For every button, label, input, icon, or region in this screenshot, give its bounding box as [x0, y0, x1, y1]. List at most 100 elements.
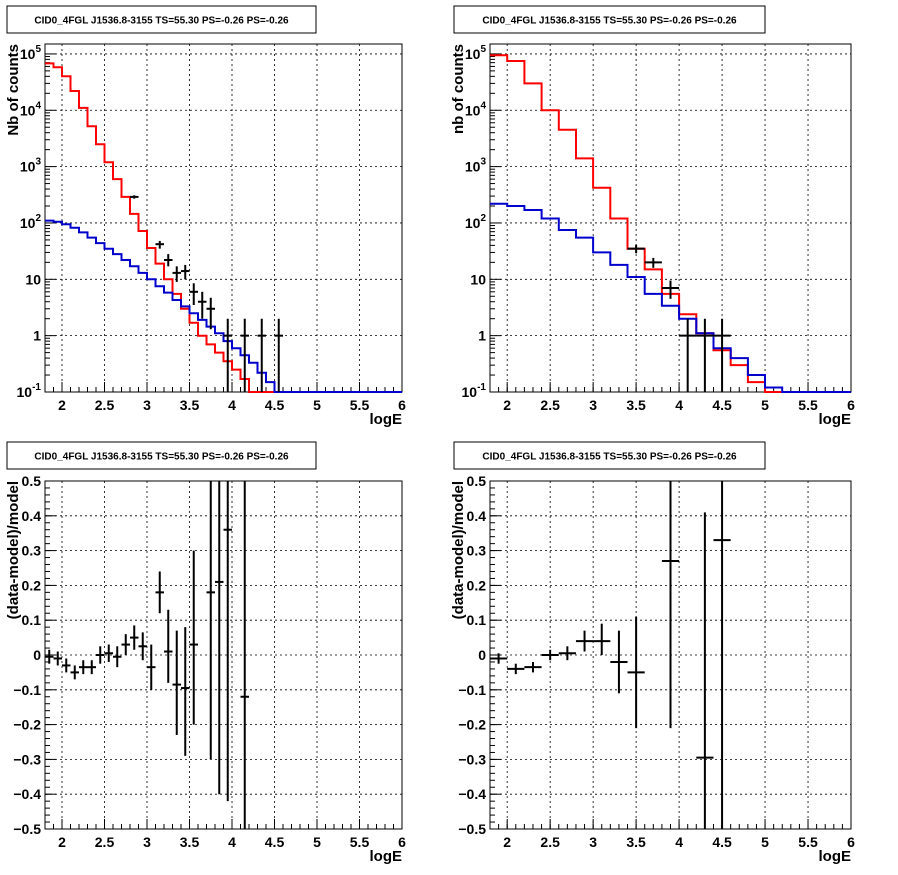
data-point [138, 632, 147, 661]
y-tick-label: 10 [470, 271, 486, 287]
data-point [713, 318, 731, 392]
y-tick-label: 10-1 [17, 382, 42, 400]
data-point [147, 644, 156, 690]
panel-top-left: CID0_4FGL J1536.8-3155 TS=55.30 PS=-0.26… [5, 5, 406, 428]
y-tick-label: 104 [465, 100, 487, 118]
y-tick-label: −0.5 [458, 821, 486, 837]
x-tick-label: 5 [313, 834, 321, 850]
title-box [6, 5, 317, 34]
x-tick-label: 4 [228, 397, 236, 413]
data-point [206, 481, 215, 760]
y-tick-label: 104 [20, 100, 42, 118]
y-tick-label: −0.3 [13, 751, 41, 767]
y-tick-label: −0.3 [458, 751, 486, 767]
data-point [155, 571, 164, 614]
data-point [104, 644, 113, 662]
y-axis-label: (data-model)/model [5, 481, 22, 619]
x-tick-label: 5 [313, 397, 321, 413]
data-point [507, 663, 525, 675]
x-tick-label: 4 [675, 397, 683, 413]
data-point [45, 649, 54, 664]
data-point [206, 297, 215, 330]
data-point [113, 646, 122, 668]
data-point [610, 630, 628, 694]
y-tick-label: 102 [465, 213, 487, 231]
x-tick-label: 2.5 [540, 834, 560, 850]
y-tick-label: −0.2 [13, 717, 41, 733]
data-point [189, 550, 198, 725]
panel-top-right: CID0_4FGL J1536.8-3155 TS=55.30 PS=-0.26… [450, 5, 855, 428]
x-tick-label: 4.5 [265, 397, 285, 413]
data-point [627, 244, 645, 254]
x-tick-label: 4 [228, 834, 236, 850]
x-tick-label: 2.5 [540, 397, 560, 413]
data-point [87, 660, 96, 675]
x-tick-label: 5.5 [350, 834, 370, 850]
x-tick-label: 4.5 [712, 834, 732, 850]
x-tick-label: 5.5 [798, 397, 818, 413]
x-tick-label: 2.5 [95, 397, 115, 413]
x-axis-label: logE [819, 411, 852, 428]
data-point [172, 630, 181, 736]
y-tick-label: 0.3 [467, 543, 487, 559]
y-tick-label: 0.2 [22, 577, 42, 593]
y-tick-label: 0.4 [22, 508, 42, 524]
title-box [453, 441, 766, 470]
data-point [541, 649, 559, 661]
data-point [240, 481, 249, 829]
data-point [181, 627, 190, 756]
x-tick-label: 2 [58, 834, 66, 850]
data-point [524, 661, 542, 673]
y-axis-label: nb of counts [450, 44, 467, 134]
data-point [155, 240, 164, 249]
panel-bottom-right: CID0_4FGL J1536.8-3155 TS=55.30 PS=-0.26… [450, 441, 855, 865]
title-box [6, 441, 317, 470]
data-point [490, 653, 508, 664]
y-tick-label: −0.1 [458, 682, 486, 698]
x-tick-label: 4.5 [712, 397, 732, 413]
data-point [223, 481, 232, 802]
x-tick-label: 6 [847, 834, 855, 850]
x-tick-label: 3.5 [180, 834, 200, 850]
data-point [627, 616, 645, 729]
x-axis-label: logE [370, 848, 403, 865]
x-axis-label: logE [370, 411, 403, 428]
x-tick-label: 5.5 [798, 834, 818, 850]
title-box [453, 5, 766, 34]
y-tick-label: 103 [20, 157, 42, 175]
y-tick-label: 103 [465, 157, 487, 175]
y-axis-label: (data-model)/model [450, 481, 467, 619]
y-tick-label: 102 [20, 213, 42, 231]
y-tick-label: 1 [33, 328, 41, 344]
chart-title: CID0_4FGL J1536.8-3155 TS=55.30 PS=-0.26… [482, 452, 737, 463]
data-point [240, 318, 249, 392]
x-tick-label: 3 [589, 397, 597, 413]
data-point [96, 646, 105, 664]
y-tick-label: −0.1 [13, 682, 41, 698]
x-tick-label: 6 [398, 397, 406, 413]
data-point [713, 481, 731, 829]
y-tick-label: −0.2 [458, 717, 486, 733]
data-point [223, 318, 232, 392]
x-axis-label: logE [819, 848, 852, 865]
data-point [661, 280, 680, 299]
data-point [215, 481, 224, 795]
x-tick-label: 3.5 [180, 397, 200, 413]
data-point [130, 625, 139, 650]
y-tick-label: 0.4 [467, 508, 487, 524]
data-point [79, 660, 88, 675]
x-tick-label: 3 [143, 397, 151, 413]
data-point [198, 291, 207, 319]
histogram-series-blue [490, 202, 851, 393]
data-point [558, 646, 576, 661]
x-tick-label: 3 [143, 834, 151, 850]
x-tick-label: 2.5 [95, 834, 115, 850]
y-tick-label: 1 [478, 328, 486, 344]
data-point [696, 512, 714, 829]
x-tick-label: 3.5 [626, 834, 646, 850]
x-tick-label: 5.5 [350, 397, 370, 413]
data-point [70, 665, 79, 680]
x-tick-label: 3 [589, 834, 597, 850]
y-tick-label: 0.5 [467, 473, 487, 489]
